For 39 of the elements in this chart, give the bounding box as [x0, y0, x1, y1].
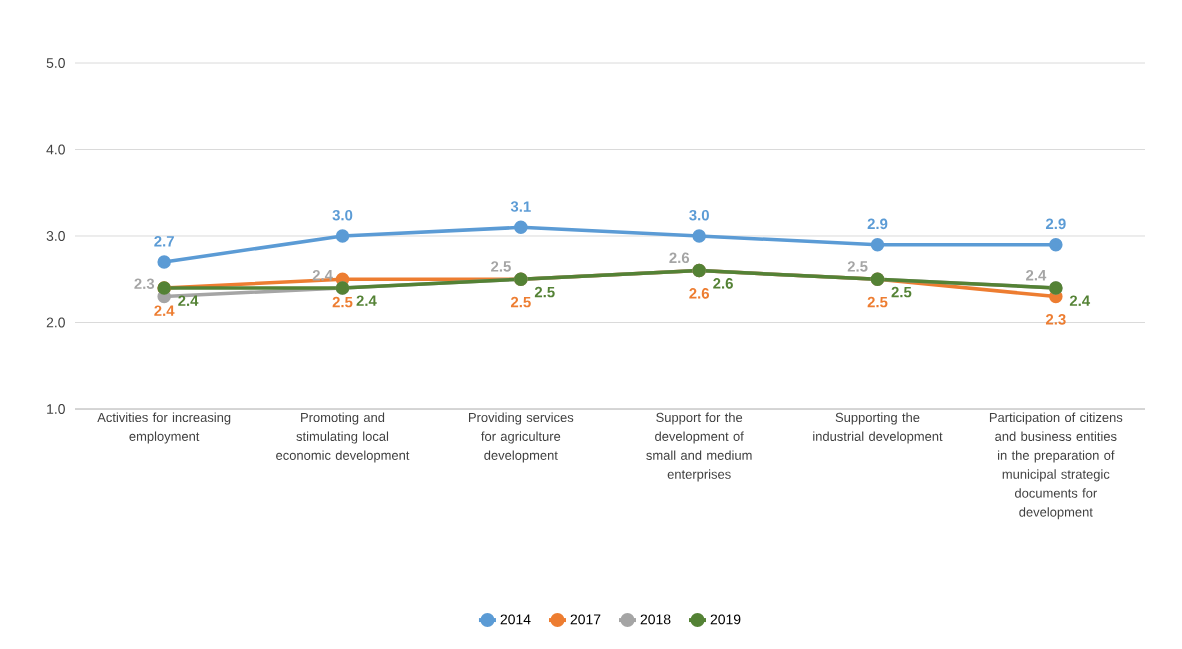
data-label: 3.0 [332, 209, 353, 221]
legend-label: 2019 [710, 614, 741, 625]
legend-label: 2014 [500, 614, 531, 625]
x-tick-label: Support for the development of small and medium enterprises [646, 412, 752, 482]
data-label: 2.5 [491, 261, 511, 272]
y-tick-label: 5.0 [46, 58, 65, 68]
legend-label: 2017 [570, 614, 601, 625]
data-label: 2.4 [154, 305, 175, 316]
data-label: 2.5 [867, 296, 888, 308]
y-tick-label: 4.0 [46, 144, 65, 155]
data-label: 2.4 [1069, 295, 1091, 306]
data-label: 2.3 [134, 278, 155, 290]
data-label: 3.1 [510, 201, 531, 212]
legend-label: 2018 [640, 614, 671, 625]
x-tick-label: Participation of citizens and business entities in the preparation of municipal strategic documents for development [989, 412, 1123, 520]
x-tick-label: Activities for increasing employment [97, 412, 231, 444]
data-label: 2.5 [847, 261, 868, 272]
data-label: 2.6 [689, 288, 710, 299]
data-label: 2.6 [713, 278, 733, 289]
y-tick-label: 1.0 [47, 404, 65, 414]
data-label: 3.0 [689, 209, 709, 221]
data-label: 2.4 [1026, 269, 1047, 281]
data-label: 2.4 [312, 269, 333, 281]
data-label: 2.5 [510, 296, 531, 308]
data-label: 2.9 [1045, 218, 1066, 230]
data-label: 2.9 [867, 218, 888, 230]
y-tick-label: 2.0 [46, 317, 65, 328]
data-label: 2.4 [356, 295, 377, 306]
data-label: 2.3 [1045, 314, 1066, 325]
x-tick-label: Supporting the industrial development [813, 412, 943, 444]
x-tick-label: Promoting and stimulating local economic development [276, 412, 410, 463]
data-label: 2.7 [154, 235, 174, 247]
data-label: 2.5 [891, 286, 912, 298]
data-label: 2.5 [332, 296, 353, 308]
data-label: 2.6 [669, 252, 690, 264]
data-label: 2.4 [178, 295, 199, 306]
data-label: 2.5 [534, 286, 555, 298]
x-tick-label: Providing services for agriculture development [468, 412, 574, 463]
y-tick-label: 3.0 [46, 231, 65, 241]
